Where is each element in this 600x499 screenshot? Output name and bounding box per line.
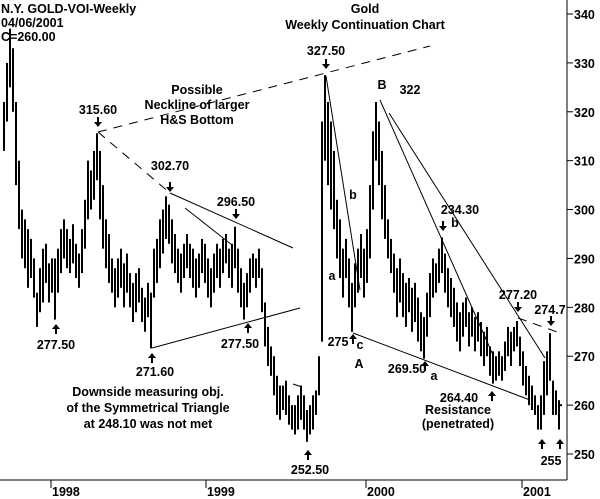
y-tick-label: 340: [574, 8, 595, 22]
short-downtrend: [184, 207, 233, 246]
y-tick-label: 300: [574, 204, 595, 218]
label-c: c: [357, 338, 364, 352]
y-tick-label: 270: [574, 350, 595, 364]
objective-text-3: at 248.10 was not met: [84, 417, 213, 431]
arrow-up-icon: [538, 439, 546, 449]
x-tick-label: 2000: [367, 485, 395, 499]
arrow-head: [538, 439, 546, 444]
neckline-text-2: Neckline of larger: [145, 98, 250, 112]
label-322: 322: [400, 83, 421, 97]
label-277a: 277.50: [37, 338, 75, 352]
label-296: 296.50: [217, 195, 255, 209]
b-downtrend-outer: [388, 112, 546, 359]
arrow-up-icon: [556, 439, 564, 449]
x-tick-label: 2001: [523, 485, 551, 499]
channel-lower-line: [352, 332, 531, 401]
arrow-head: [166, 187, 174, 192]
y-tick-label: 250: [574, 448, 595, 462]
arrow-down-icon: [94, 117, 102, 127]
label-315: 315.60: [79, 103, 117, 117]
arrow-up-icon: [52, 324, 60, 334]
label-302: 302.70: [151, 159, 189, 173]
arrow-head: [232, 214, 240, 219]
arrow-head: [556, 439, 564, 444]
price-bars: [3, 28, 562, 442]
label-A: A: [354, 357, 363, 371]
label-B: B: [377, 78, 386, 92]
arrow-up-icon: [349, 334, 357, 344]
b-downtrend-inner: [379, 99, 494, 356]
label-b2: b: [451, 216, 459, 230]
arrow-head: [94, 122, 102, 127]
arrow-head: [52, 324, 60, 329]
arrow-head: [304, 450, 312, 455]
label-264: 264.40: [440, 391, 478, 405]
arrow-head: [547, 321, 555, 326]
neckline-text-1: Possible: [171, 83, 222, 97]
arrow-head: [322, 64, 330, 69]
y-tick-label: 290: [574, 252, 595, 266]
label-274: 274.7: [534, 303, 565, 317]
arrow-down-icon: [547, 316, 555, 326]
close-label: C=260.00: [1, 30, 56, 44]
y-tick-label: 330: [574, 57, 595, 71]
label-269: 269.50: [388, 362, 426, 376]
triangle-upper-line: [169, 192, 294, 249]
arrow-head: [349, 334, 357, 339]
label-327: 327.50: [307, 44, 345, 58]
arrow-head: [244, 323, 252, 328]
label-255: 255: [541, 454, 562, 468]
resistance-text-2: (penetrated): [422, 417, 494, 431]
arrow-up-icon: [488, 391, 496, 401]
trend-lines: [52, 45, 564, 460]
arrow-head: [514, 307, 522, 312]
x-tick-label: 1999: [207, 485, 235, 499]
label-a2: a: [431, 369, 439, 383]
arrow-down-icon: [439, 221, 447, 231]
arrow-head: [421, 361, 429, 366]
label-277c: 277.20: [499, 288, 537, 302]
annotations: 315.60 Possible Neckline of larger H&S B…: [37, 44, 566, 477]
objective-text-1: Downside measuring obj.: [72, 385, 223, 399]
y-tick-label: 320: [574, 106, 595, 120]
symbol-label: N.Y. GOLD-VOI-Weekly: [1, 2, 136, 16]
arrow-up-icon: [244, 323, 252, 333]
neckline-text-3: H&S Bottom: [160, 113, 234, 127]
triangle-lower-line: [151, 307, 301, 349]
resistance-text-1: Resistance: [425, 403, 491, 417]
arrow-down-icon: [232, 209, 240, 219]
arrow-down-icon: [514, 302, 522, 312]
arrow-down-icon: [322, 59, 330, 69]
small-dashed: [292, 383, 306, 389]
label-234: 234.30: [441, 203, 479, 217]
label-277b: 277.50: [221, 337, 259, 351]
arrow-head: [148, 353, 156, 358]
date-label: 04/06/2001: [1, 16, 64, 30]
y-tick-label: 280: [574, 301, 595, 315]
arrow-head: [439, 226, 447, 231]
label-b1: b: [349, 188, 357, 202]
arrow-up-icon: [304, 450, 312, 460]
label-a1: a: [329, 269, 337, 283]
arrow-down-icon: [166, 182, 174, 192]
chart-title: Gold: [351, 2, 379, 16]
objective-text-2: of the Symmetrical Triangle: [66, 401, 229, 415]
arrow-up-icon: [421, 361, 429, 371]
arrow-head: [488, 391, 496, 396]
y-tick-label: 260: [574, 399, 595, 413]
label-252: 252.50: [291, 463, 329, 477]
chart-subtitle: Weekly Continuation Chart: [285, 18, 445, 32]
label-271: 271.60: [136, 365, 174, 379]
y-tick-label: 310: [574, 155, 595, 169]
arrow-up-icon: [148, 353, 156, 363]
resistance-dashed: [517, 317, 561, 334]
spike-downtrend: [325, 75, 361, 291]
label-275: 275: [328, 335, 349, 349]
x-tick-label: 1998: [52, 485, 80, 499]
